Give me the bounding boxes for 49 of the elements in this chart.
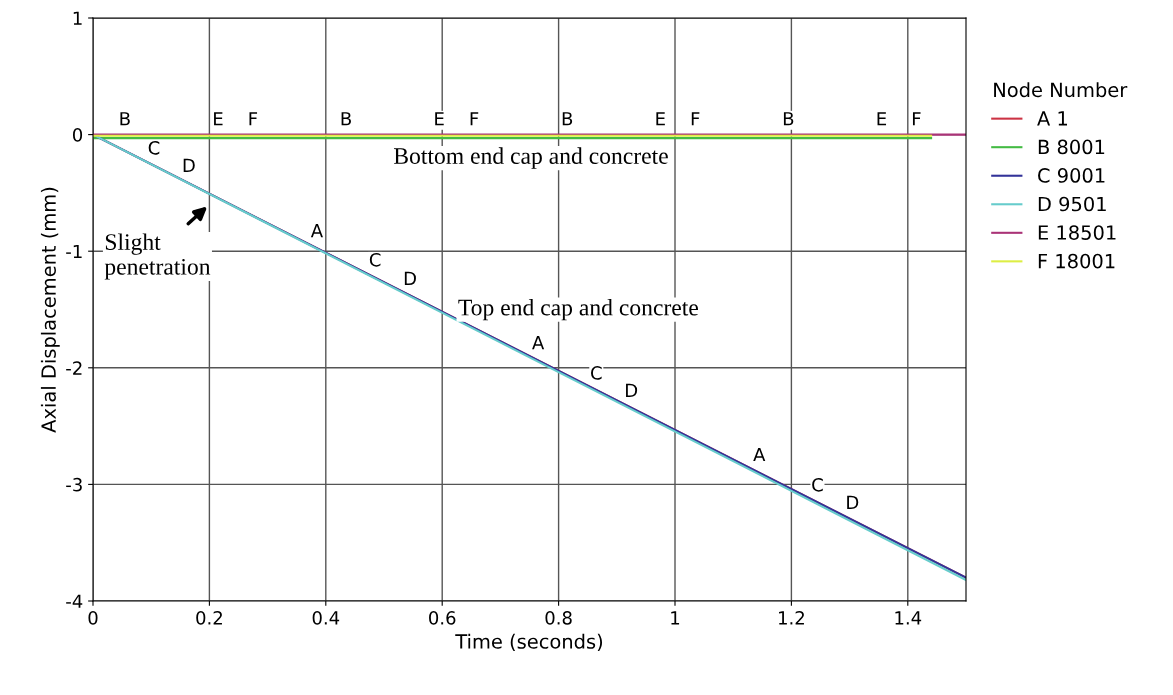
annotation: D [626, 383, 638, 397]
annotation: A [753, 447, 766, 462]
annotation: Top end cap and concrete [458, 298, 698, 321]
legend-label: B 8001 [1038, 139, 1105, 155]
x-tick-label: 0.8 [545, 611, 572, 625]
y-tick-label: -2 [66, 361, 82, 375]
annotation: C [812, 478, 823, 492]
x-axis-title: Time (seconds) [455, 633, 603, 652]
annotation: F [912, 112, 921, 126]
y-axis-title: Axial Displacement (mm) [40, 187, 60, 433]
annotation: Slight penetration [104, 233, 211, 280]
annotation: E [656, 112, 665, 126]
annotation: A [532, 336, 545, 350]
annotation: F [249, 112, 258, 126]
legend-label: D 9501 [1038, 196, 1106, 212]
y-tick-label: 1 [73, 11, 82, 25]
annotation: B [783, 112, 794, 126]
x-tick-label: 0.6 [429, 611, 456, 625]
legend-label: F 18001 [1038, 253, 1115, 269]
annotation: C [148, 141, 160, 155]
y-tick-label: 0 [72, 128, 83, 142]
x-tick-label: 1 [671, 611, 680, 625]
y-tick-label: -4 [66, 594, 83, 608]
annotation: F [691, 112, 700, 126]
legend-label: A 1 [1037, 111, 1068, 126]
y-tick-label: -1 [66, 244, 82, 259]
annotation: D [183, 158, 195, 172]
x-tick-label: 0.2 [196, 611, 222, 625]
x-tick-label: 0.4 [312, 611, 340, 625]
annotation: B [120, 112, 130, 126]
legend-label: C 9001 [1038, 168, 1105, 183]
annotation: A [310, 224, 323, 238]
annotation: E [877, 112, 887, 126]
annotation: B [341, 112, 351, 126]
x-tick-label: 1.2 [779, 611, 804, 625]
annotation: Bottom end cap and concrete [393, 147, 668, 169]
y-tick-label: -3 [66, 477, 82, 492]
x-tick-label: 1.4 [895, 611, 922, 625]
legend-title: Node Number [994, 82, 1128, 98]
legend-label: E 18501 [1038, 225, 1116, 240]
annotation: E [214, 112, 223, 126]
annotation: D [404, 271, 416, 286]
annotation: B [562, 112, 573, 126]
annotation: C [369, 252, 381, 267]
annotation: C [591, 366, 602, 380]
annotation: D [847, 495, 859, 509]
annotation: F [470, 112, 479, 126]
x-tick-label: 0 [88, 611, 98, 625]
annotation: E [435, 112, 444, 126]
